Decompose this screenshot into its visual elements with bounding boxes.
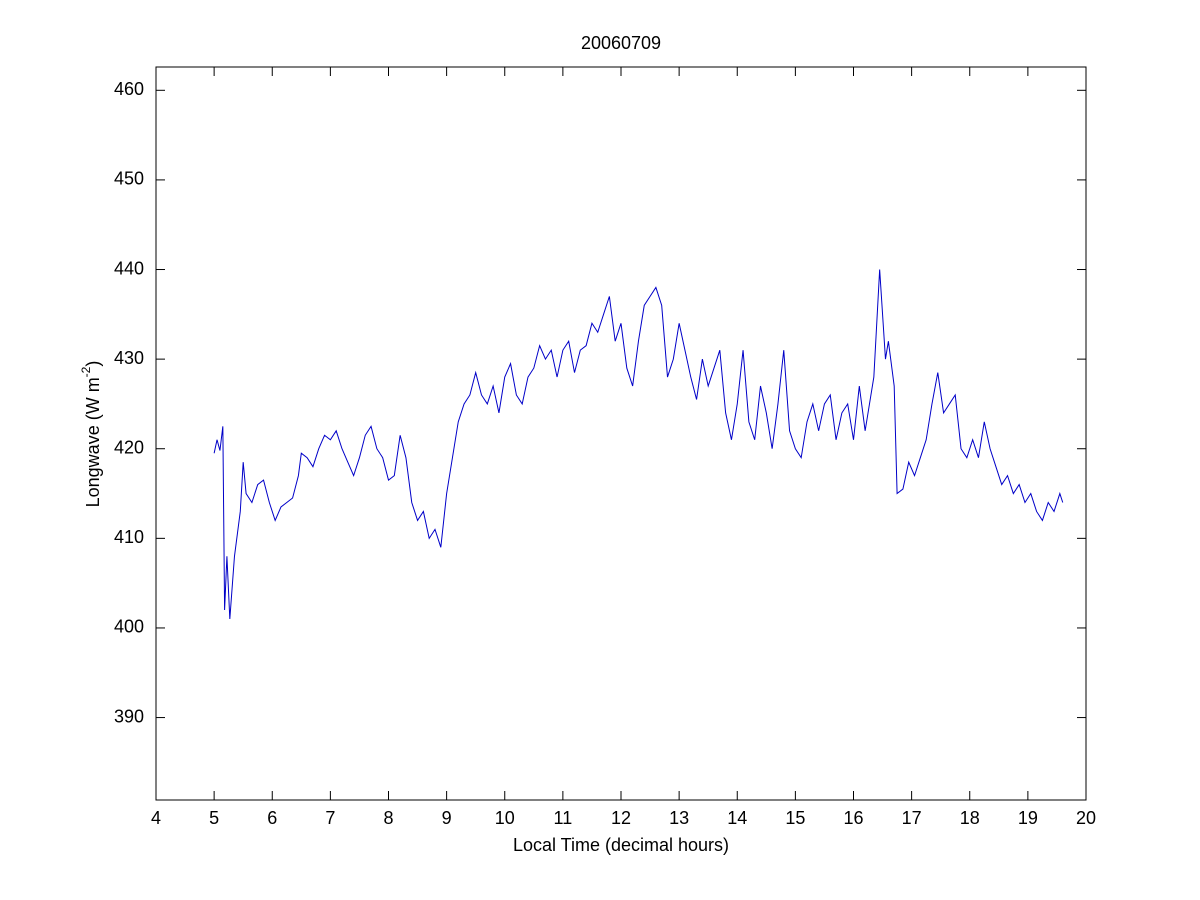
plot-frame — [155, 66, 1087, 801]
x-tick-label: 11 — [554, 808, 573, 828]
y-tick-label: 430 — [114, 348, 144, 368]
y-tick-label: 450 — [114, 169, 144, 189]
x-tick-label: 19 — [1018, 808, 1038, 828]
y-tick-label: 440 — [114, 258, 144, 278]
x-tick-label: 6 — [267, 808, 277, 828]
y-tick-label: 410 — [114, 527, 144, 547]
x-tick-label: 17 — [902, 808, 922, 828]
x-tick-label: 8 — [383, 808, 393, 828]
x-tick-label: 10 — [495, 808, 515, 828]
x-tick-label: 20 — [1076, 808, 1096, 828]
y-tick-label: 390 — [114, 706, 144, 726]
y-axis-label-sup: -2 — [79, 366, 93, 377]
x-tick-label: 15 — [785, 808, 805, 828]
x-tick-label: 13 — [669, 808, 689, 828]
data-line — [213, 269, 1064, 620]
y-axis-label: Longwave (W m-2) — [79, 361, 103, 508]
x-tick-label: 7 — [325, 808, 335, 828]
y-tick-label: 400 — [114, 617, 144, 637]
x-axis-label: Local Time (decimal hours) — [513, 835, 729, 855]
x-tick-label: 4 — [151, 808, 161, 828]
y-tick-label: 460 — [114, 79, 144, 99]
y-axis-label-end: ) — [83, 361, 103, 367]
chart-title: 20060709 — [581, 33, 661, 53]
x-tick-label: 18 — [960, 808, 980, 828]
x-tick-label: 14 — [727, 808, 747, 828]
x-tick-label: 12 — [611, 808, 631, 828]
y-tick-label: 420 — [114, 437, 144, 457]
x-tick-label: 5 — [209, 808, 219, 828]
x-tick-label: 16 — [843, 808, 863, 828]
x-tick-label: 9 — [442, 808, 452, 828]
y-axis-label-main: Longwave (W m — [83, 377, 103, 507]
